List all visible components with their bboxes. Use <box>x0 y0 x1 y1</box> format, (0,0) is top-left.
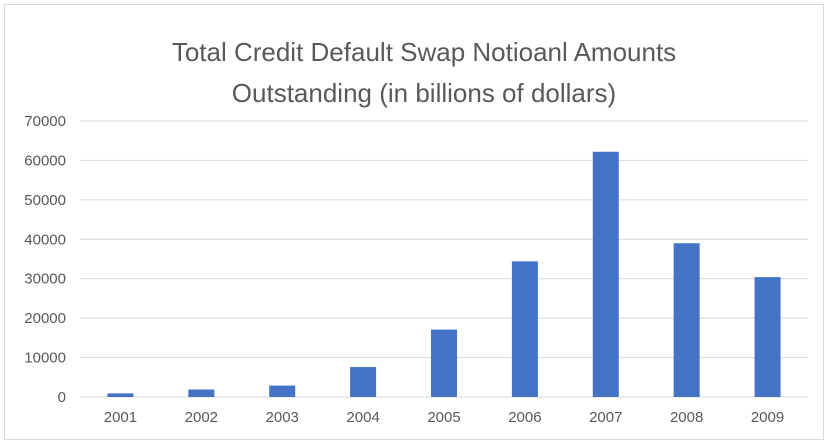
bar-2003 <box>269 385 296 397</box>
y-tick-label: 10000 <box>24 350 66 367</box>
bars <box>107 151 781 397</box>
y-tick-label: 40000 <box>24 231 66 248</box>
x-tick-label: 2004 <box>346 409 379 426</box>
x-tick-label: 2003 <box>266 409 299 426</box>
y-tick-label: 0 <box>58 389 66 406</box>
x-axis-tick-labels: 2001 2002 2003 2004 2005 2006 2007 2008 2009 <box>104 409 784 426</box>
y-axis-tick-labels: 0 10000 20000 30000 40000 50000 60000 70000 <box>24 113 66 406</box>
bar-2004 <box>350 367 377 397</box>
x-tick-label: 2008 <box>670 409 703 426</box>
x-tick-label: 2006 <box>508 409 541 426</box>
x-tick-label: 2007 <box>589 409 622 426</box>
y-tick-label: 30000 <box>24 271 66 288</box>
bar-2001 <box>107 393 134 397</box>
chart-title: Total Credit Default Swap Notioanl Amoun… <box>172 37 676 108</box>
y-tick-label: 60000 <box>24 152 66 169</box>
bar-2009 <box>754 277 781 397</box>
y-tick-label: 20000 <box>24 310 66 327</box>
chart-title-line-2: Outstanding (in billions of dollars) <box>232 78 616 108</box>
x-tick-label: 2005 <box>427 409 460 426</box>
y-tick-label: 70000 <box>24 113 66 130</box>
chart-title-line-1: Total Credit Default Swap Notioanl Amoun… <box>172 37 676 67</box>
bar-2006 <box>511 261 538 397</box>
y-tick-label: 50000 <box>24 192 66 209</box>
bar-2008 <box>673 243 700 397</box>
bar-2007 <box>592 151 619 397</box>
bar-2005 <box>431 329 457 397</box>
x-tick-label: 2009 <box>751 409 784 426</box>
bar-2002 <box>188 389 215 397</box>
x-tick-label: 2002 <box>185 409 218 426</box>
x-tick-label: 2001 <box>104 409 137 426</box>
